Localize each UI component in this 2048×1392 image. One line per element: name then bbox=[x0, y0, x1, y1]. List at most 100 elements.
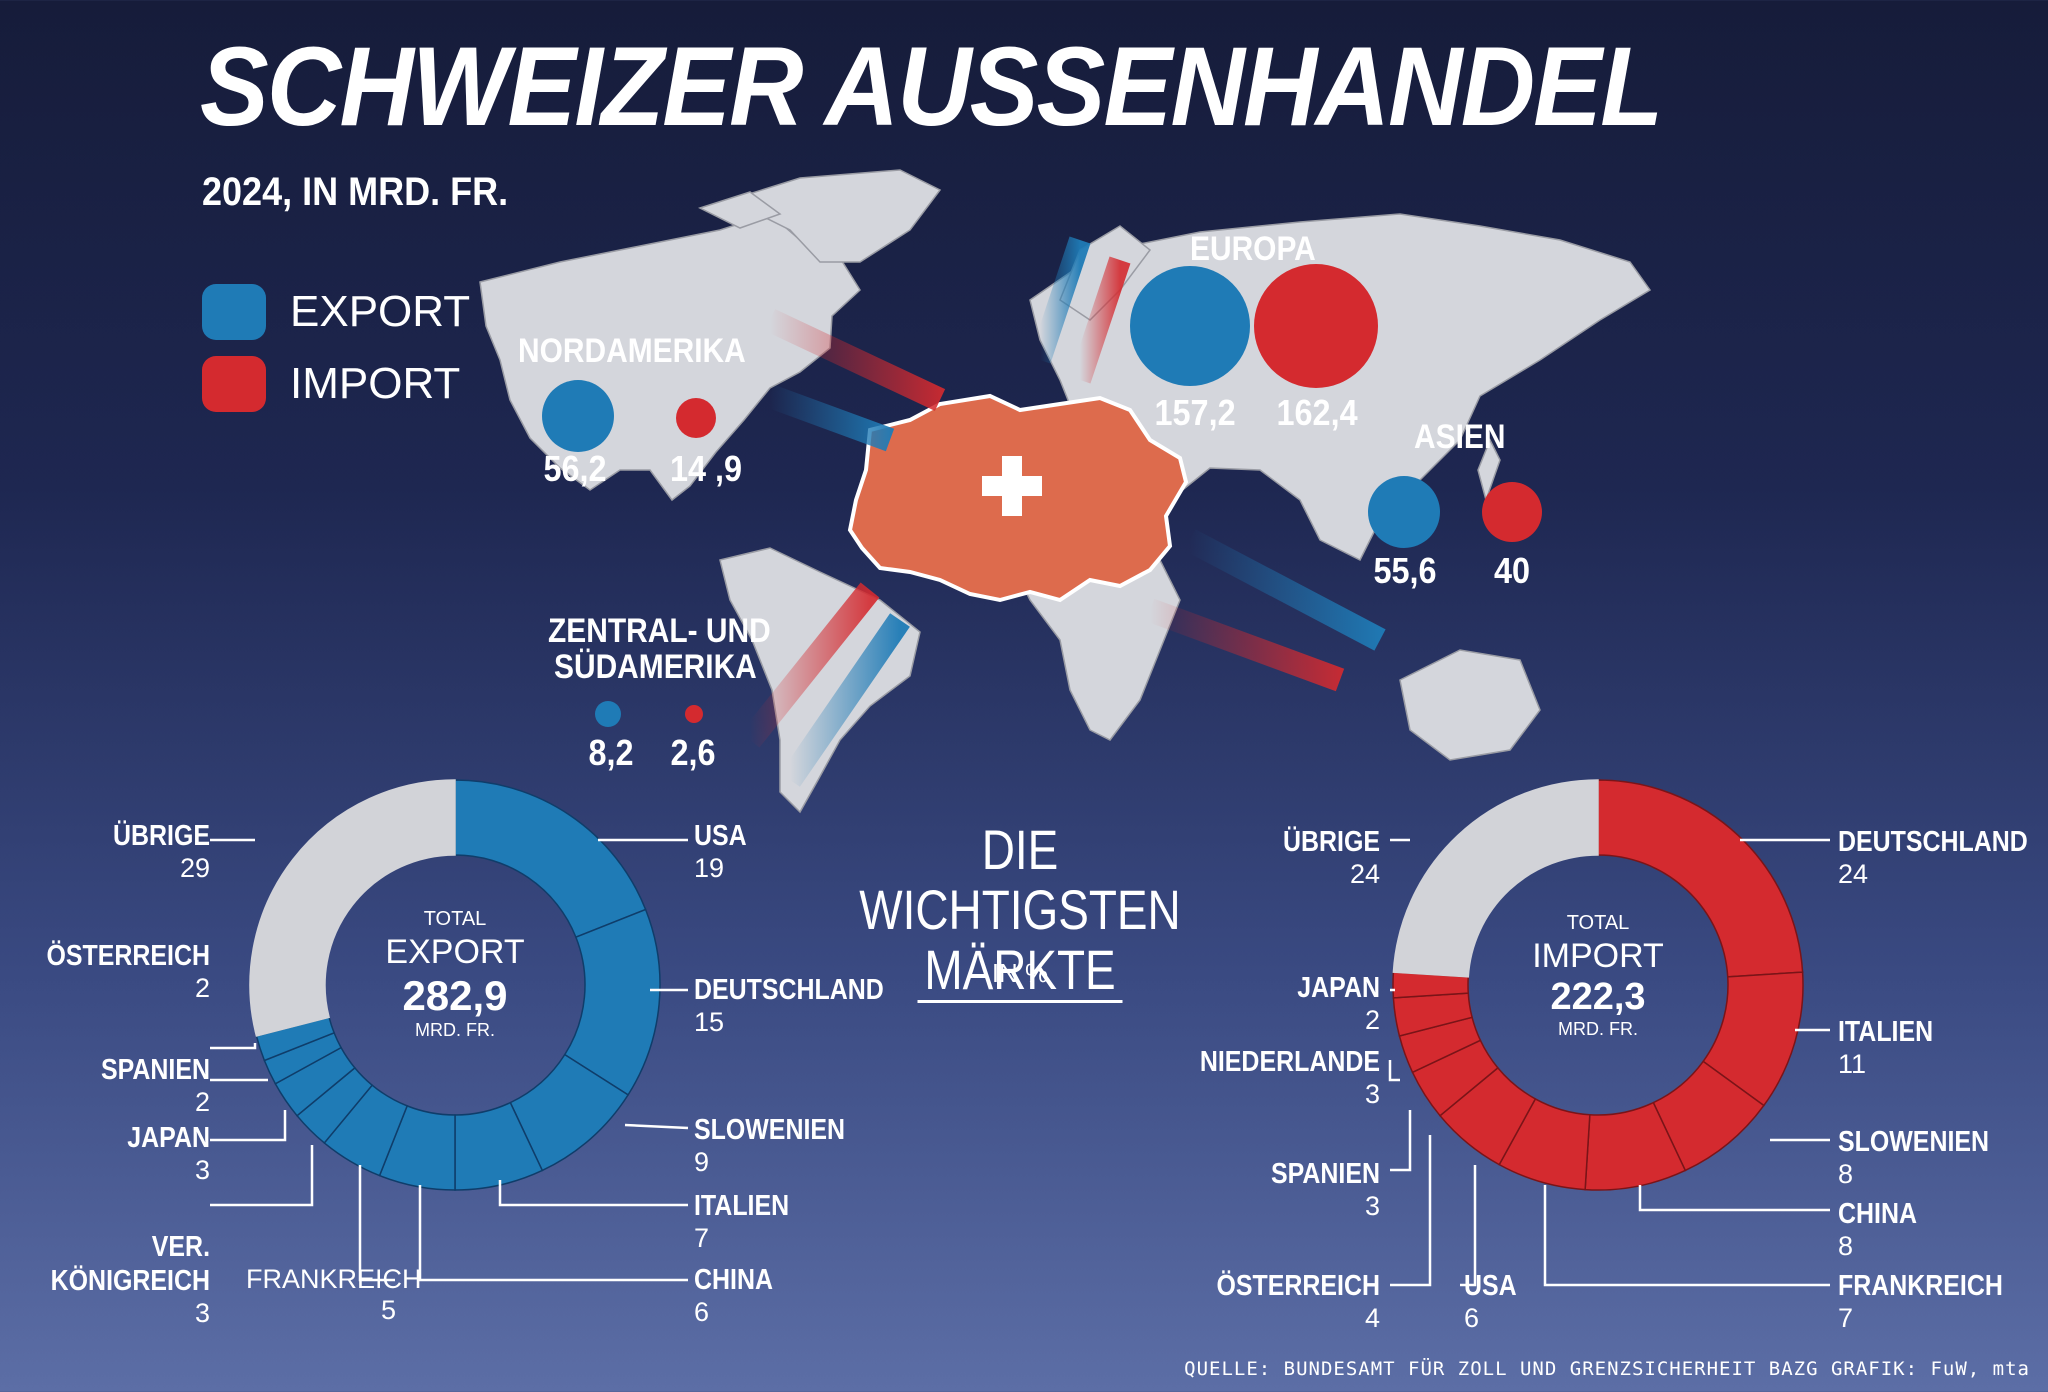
import-label-value: 11 bbox=[1838, 1049, 1867, 1079]
export-label-value: 3 bbox=[194, 1298, 210, 1328]
export-label-slowenien: SLOWENIEN 9 bbox=[694, 1114, 870, 1178]
export-label-deutschland: DEUTSCHLAND 15 bbox=[694, 974, 915, 1038]
export-label-japan: JAPAN 3 bbox=[10, 1122, 210, 1186]
export-label-frankreich: FRANKREICH 5 bbox=[246, 1264, 422, 1326]
region-label-asien: ASIEN bbox=[1414, 418, 1506, 456]
bubble-export-nordamerika bbox=[542, 380, 614, 452]
bubble-export-europa bbox=[1130, 266, 1250, 386]
continent-south-america bbox=[719, 547, 921, 814]
arrow-export-europe bbox=[1029, 236, 1091, 364]
import-label-value: 24 bbox=[1838, 859, 1869, 889]
legend-label-export: EXPORT bbox=[290, 287, 471, 336]
export-donut-center: TOTAL EXPORT 282,9 MRD. FR. bbox=[355, 908, 555, 1041]
import-total-label: TOTAL bbox=[1566, 912, 1630, 934]
chart-subtitle: 2024, IN MRD. FR. bbox=[202, 170, 509, 214]
swiss-cross-icon bbox=[982, 456, 1042, 516]
markets-heading-line2: MÄRKTE bbox=[917, 940, 1123, 1003]
import-label-deutschland: DEUTSCHLAND 24 bbox=[1838, 826, 2048, 890]
import-label-spanien: SPANIEN 3 bbox=[1180, 1158, 1380, 1222]
export-label-name: DEUTSCHLAND bbox=[694, 974, 884, 1006]
source-note: QUELLE: BUNDESAMT FÜR ZOLL UND GRENZSICH… bbox=[1184, 1358, 2030, 1380]
value-import-nordamerika: 14 ,9 bbox=[670, 448, 743, 489]
import-label-value: 24 bbox=[1349, 859, 1380, 889]
continent-greenland bbox=[728, 169, 942, 263]
import-label-name: NIEDERLANDE bbox=[1199, 1046, 1380, 1078]
import-label-slowenien: SLOWENIEN 8 bbox=[1838, 1126, 2014, 1190]
arrow-export-asia bbox=[1184, 529, 1386, 651]
import-total-value: 222,3 bbox=[1550, 976, 1646, 1018]
arrow-import-asia bbox=[1145, 598, 1345, 692]
import-label-name: ITALIEN bbox=[1838, 1016, 1934, 1048]
region-label-nordamerika: NORDAMERIKA bbox=[518, 332, 746, 370]
arrow-export-south-america bbox=[780, 613, 910, 787]
export-label-name: ÜBRIGE bbox=[112, 820, 210, 852]
export-label-name: VER. KÖNIGREICH bbox=[50, 1231, 211, 1297]
import-label-value: 6 bbox=[1464, 1303, 1480, 1333]
import-label-value: 8 bbox=[1838, 1231, 1854, 1261]
bubble-import-europa bbox=[1254, 264, 1378, 388]
bubble-import-suedamerika bbox=[685, 705, 703, 723]
export-label-name: SPANIEN bbox=[100, 1054, 210, 1086]
import-label-china: CHINA 8 bbox=[1838, 1198, 1930, 1262]
leader-line bbox=[1638, 1185, 1830, 1212]
markets-heading: DIE WICHTIGSTEN MÄRKTE bbox=[856, 820, 1184, 1003]
import-label-value: 3 bbox=[1364, 1079, 1380, 1109]
export-label-name: USA bbox=[694, 820, 747, 852]
export-label-value: 6 bbox=[694, 1297, 710, 1327]
export-total-unit: MRD. FR. bbox=[415, 1020, 495, 1040]
export-label-name: CHINA bbox=[694, 1264, 773, 1296]
arrow-import-europe bbox=[1069, 256, 1131, 384]
legend-swatch-import bbox=[202, 356, 266, 412]
import-label-name: ÖSTERREICH bbox=[1216, 1270, 1380, 1302]
donut-slice-import bbox=[1392, 779, 1599, 978]
export-label-value: 7 bbox=[694, 1223, 710, 1253]
import-label-name: FRANKREICH bbox=[1838, 1270, 2003, 1302]
import-label-value: 7 bbox=[1838, 1303, 1854, 1333]
leader-line bbox=[1543, 1185, 1830, 1287]
import-label-value: 3 bbox=[1364, 1191, 1380, 1221]
continent-australia bbox=[1399, 649, 1541, 761]
bubble-import-asien bbox=[1482, 482, 1542, 542]
export-label-value: 2 bbox=[194, 973, 210, 1003]
region-label-suedamerika-1: ZENTRAL- UND bbox=[548, 612, 771, 650]
export-label-usa: USA 19 bbox=[694, 820, 755, 884]
leader-line bbox=[418, 1185, 688, 1282]
value-import-europa: 162,4 bbox=[1276, 392, 1358, 433]
export-label-value: 9 bbox=[694, 1147, 710, 1177]
export-label-value: 5 bbox=[380, 1295, 396, 1325]
export-label-china: CHINA 6 bbox=[694, 1264, 786, 1328]
export-total-label: TOTAL bbox=[423, 908, 487, 930]
import-label-name: DEUTSCHLAND bbox=[1838, 826, 2028, 858]
arrow-import-south-america bbox=[740, 582, 880, 748]
leader-line bbox=[1390, 1110, 1412, 1172]
export-label-spanien: SPANIEN 2 bbox=[10, 1054, 210, 1118]
chart-title: SCHWEIZER AUSSENHANDEL bbox=[200, 24, 1663, 149]
export-label-name: SLOWENIEN bbox=[694, 1114, 846, 1146]
import-total-unit: MRD. FR. bbox=[1558, 1019, 1638, 1039]
import-label-uebrige: ÜBRIGE 24 bbox=[1180, 826, 1380, 890]
export-total-value: 282,9 bbox=[402, 972, 508, 1019]
export-label-name: FRANKREICH bbox=[246, 1264, 422, 1294]
import-label-value: 8 bbox=[1838, 1159, 1854, 1189]
region-label-europa: EUROPA bbox=[1190, 230, 1316, 268]
export-label-value: 15 bbox=[694, 1007, 725, 1037]
donut-slice-export bbox=[249, 779, 456, 1037]
value-export-nordamerika: 56,2 bbox=[543, 448, 607, 489]
markets-unit: IN % bbox=[991, 958, 1049, 988]
legend-label-import: IMPORT bbox=[290, 359, 461, 408]
export-label-name: ITALIEN bbox=[694, 1190, 790, 1222]
markets-heading-line1: DIE WICHTIGSTEN bbox=[859, 818, 1181, 941]
leader-line bbox=[1460, 1165, 1477, 1287]
export-label-name: JAPAN bbox=[127, 1122, 210, 1154]
value-import-suedamerika: 2,6 bbox=[670, 732, 716, 773]
export-type-label: EXPORT bbox=[385, 933, 525, 971]
value-import-asien: 40 bbox=[1494, 550, 1531, 591]
value-export-europa: 157,2 bbox=[1154, 392, 1236, 433]
value-export-suedamerika: 8,2 bbox=[588, 732, 634, 773]
export-donut bbox=[249, 779, 661, 1191]
import-label-italien: ITALIEN 11 bbox=[1838, 1016, 1949, 1080]
bubble-import-nordamerika bbox=[676, 398, 716, 438]
export-label-value: 2 bbox=[194, 1087, 210, 1117]
import-label-value: 4 bbox=[1364, 1303, 1380, 1333]
